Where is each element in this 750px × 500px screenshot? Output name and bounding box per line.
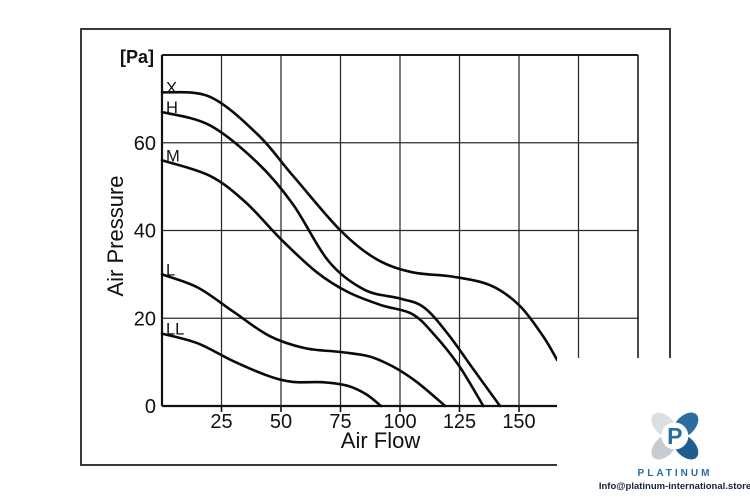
x-tick-label: 150 — [502, 411, 535, 433]
brand-email: Info@platinum-international.store — [598, 481, 750, 492]
x-axis-title: Air Flow — [340, 428, 421, 453]
x-tick-label: 50 — [270, 411, 292, 433]
curve-LL — [160, 332, 383, 408]
watermark-panel: P PLATINUM Info@platinum-international.s… — [557, 358, 750, 500]
curves — [160, 90, 559, 408]
x-tick-label: 25 — [210, 411, 232, 433]
y-axis-unit-label: [Pa] — [119, 47, 154, 67]
y-axis-title: Air Pressure — [103, 175, 128, 297]
curve-X — [160, 90, 559, 362]
series-label-L: L — [166, 261, 175, 279]
logo-monogram: P — [667, 423, 682, 449]
y-tick-label: 0 — [145, 396, 156, 418]
platinum-logo-icon: P — [651, 412, 699, 460]
x-tick-label: 125 — [443, 411, 476, 433]
x-tick-label: 100 — [383, 411, 416, 433]
x-tick-label: 75 — [329, 411, 351, 433]
series-label-X: X — [166, 79, 177, 97]
series-label-M: M — [166, 147, 180, 165]
y-tick-label: 40 — [134, 221, 156, 243]
series-label-LL: LL — [166, 321, 184, 339]
grid — [162, 55, 638, 406]
y-tick-label: 60 — [134, 133, 156, 155]
curve-H — [160, 110, 502, 408]
brand-name: PLATINUM — [637, 468, 713, 479]
y-tick-label: 20 — [134, 308, 156, 330]
curve-M — [160, 159, 485, 408]
curve-L — [160, 273, 447, 408]
series-label-H: H — [166, 99, 178, 117]
